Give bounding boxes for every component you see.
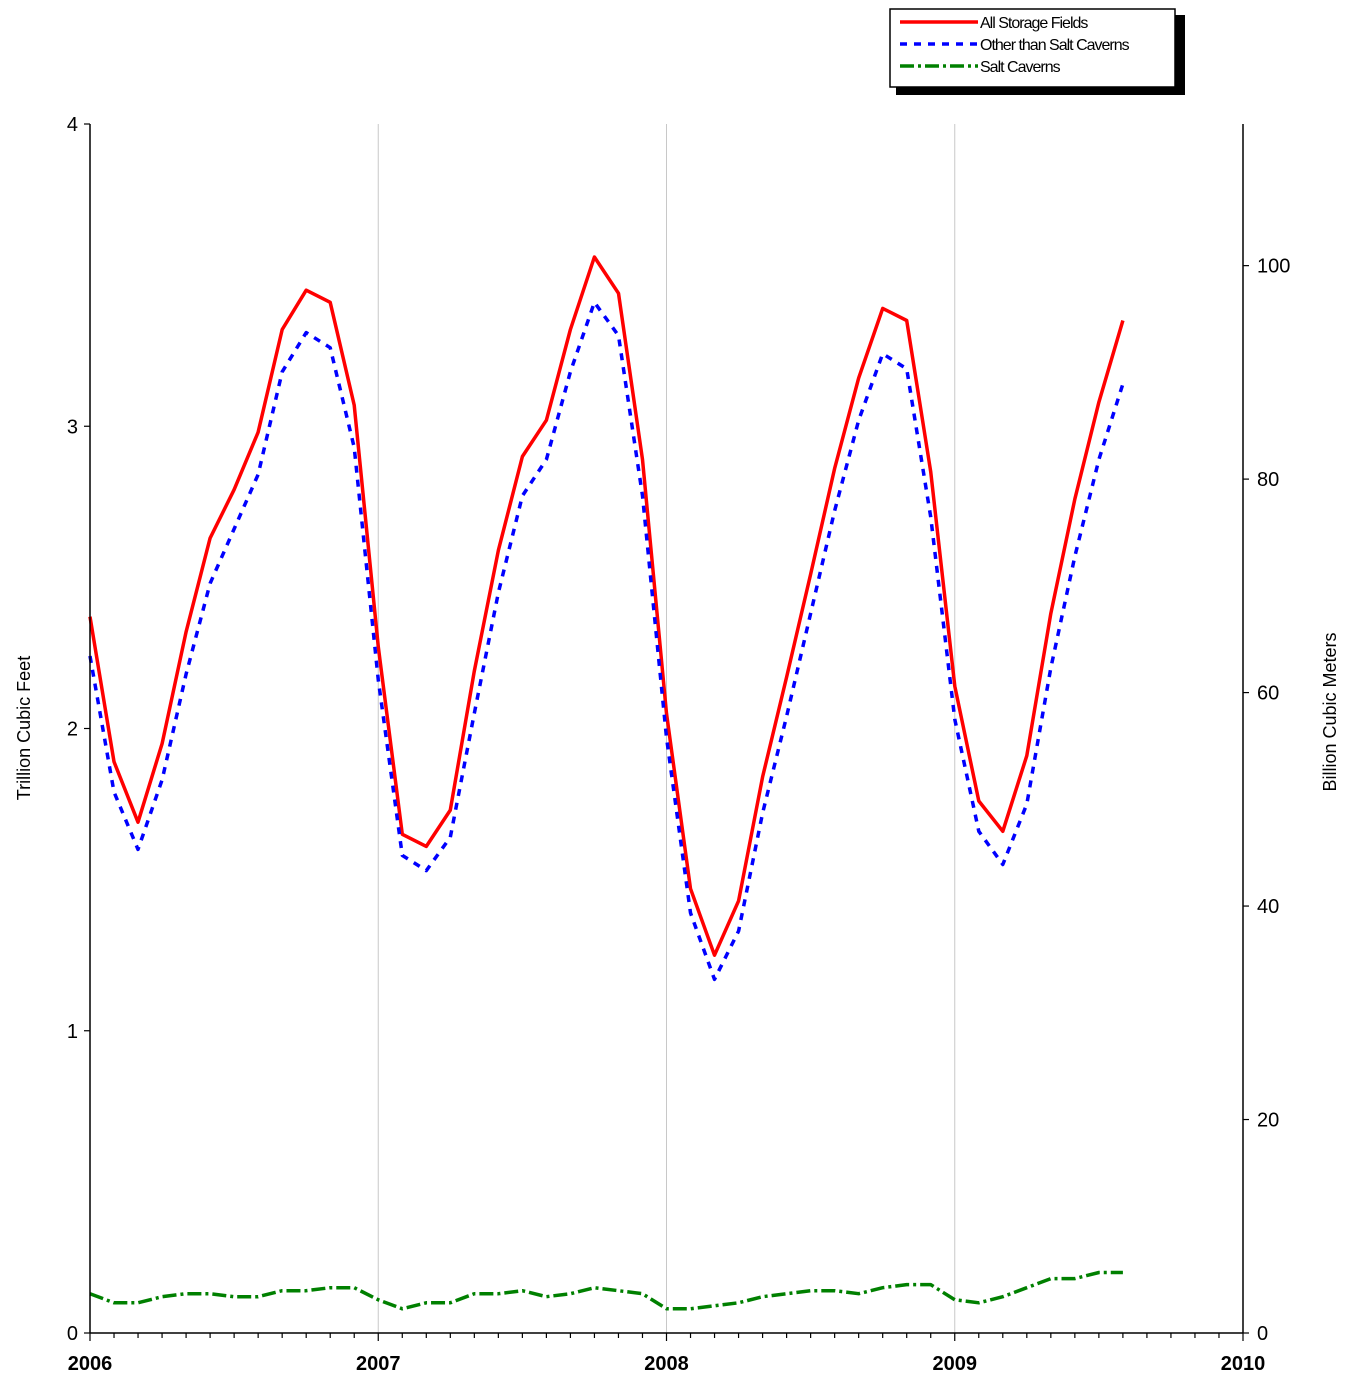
- y-left-tick-label: 3: [67, 416, 78, 438]
- x-tick-label-2008: 2008: [644, 1353, 689, 1375]
- y-right-tick-label: 20: [1257, 1110, 1279, 1132]
- series-line-all-storage-fields: [88, 255, 1125, 957]
- y-axis-left-title: Trillion Cubic Feet: [14, 656, 34, 800]
- x-tick-label-2010: 2010: [1221, 1353, 1266, 1375]
- x-tick-label-2006: 2006: [68, 1353, 113, 1375]
- legend-label-salt-caverns: Salt Caverns: [980, 59, 1061, 76]
- series-line-other-than-salt-caverns: [88, 300, 1125, 982]
- y-right-tick-label: 60: [1257, 683, 1279, 705]
- legend-label-other-than-salt-caverns: Other than Salt Caverns: [980, 37, 1130, 54]
- y-right-tick-label: 0: [1257, 1323, 1268, 1345]
- y-left-tick-label: 4: [67, 114, 78, 136]
- legend: All Storage Fields Other than Salt Cavern…: [889, 8, 1185, 95]
- y-left-tick-label: 0: [67, 1323, 78, 1345]
- legend-label-all-storage-fields: All Storage Fields: [980, 15, 1088, 32]
- y-right-tick-label: 40: [1257, 896, 1279, 918]
- x-tick-label-2009: 2009: [933, 1353, 978, 1375]
- y-left-tick-label: 2: [67, 719, 78, 741]
- series-line-salt-caverns: [89, 1270, 1123, 1311]
- y-left-tick-label: 1: [67, 1021, 78, 1043]
- y-right-tick-label: 100: [1257, 256, 1290, 278]
- y-right-tick-label: 80: [1257, 469, 1279, 491]
- x-tick-label-2007: 2007: [356, 1353, 401, 1375]
- y-axis-right-title: Billion Cubic Meters: [1320, 632, 1340, 791]
- series-layer: [88, 255, 1125, 1311]
